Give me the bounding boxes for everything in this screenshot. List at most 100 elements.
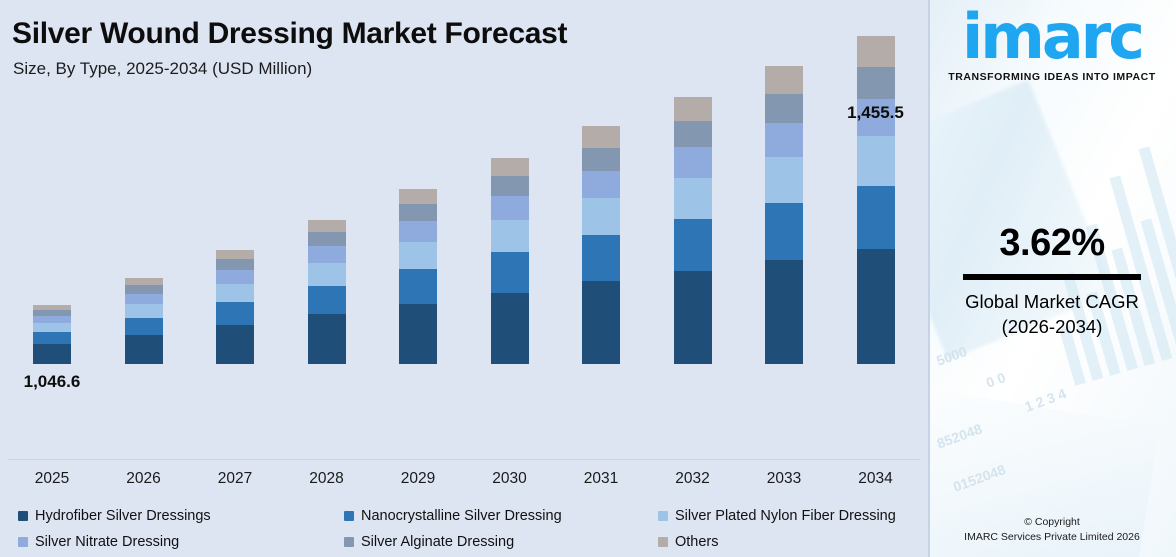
bar-segment <box>33 322 71 333</box>
bar-segment <box>856 36 895 68</box>
legend-item[interactable]: Silver Alginate Dressing <box>344 534 514 550</box>
bar-segment <box>856 67 895 99</box>
legend-label: Hydrofiber Silver Dressings <box>35 508 211 524</box>
bar-segment <box>33 332 71 344</box>
bar-segment <box>856 249 895 364</box>
logo-wordmark: imarc <box>961 0 1145 73</box>
bar-segment <box>33 305 71 310</box>
bar-segment <box>307 263 346 286</box>
bar-segment <box>216 284 254 303</box>
bar-segment <box>490 157 529 176</box>
axis-baseline <box>8 459 920 460</box>
legend-label: Others <box>675 534 719 550</box>
chart-panel: Silver Wound Dressing Market Forecast Si… <box>8 17 920 550</box>
x-axis-label-2030: 2030 <box>492 470 527 487</box>
x-axis-label-2031: 2031 <box>583 470 619 487</box>
copyright-line-1: © Copyright <box>1024 515 1080 528</box>
bar-segment <box>216 302 254 325</box>
bar-value-label-2034: 1,455.5 <box>847 103 904 122</box>
legend-item[interactable]: Silver Plated Nylon Fiber Dressing <box>658 508 896 524</box>
legend-label: Silver Plated Nylon Fiber Dressing <box>675 508 896 524</box>
bar-segment <box>33 315 71 323</box>
bar-segment <box>124 278 163 286</box>
bar-segment <box>765 93 803 123</box>
bar-segment <box>582 170 620 199</box>
bar-segment <box>124 317 163 335</box>
bar-segment <box>399 269 437 304</box>
logo-tagline: TRANSFORMING IDEAS INTO IMPACT <box>948 70 1156 83</box>
bar-segment <box>124 285 163 294</box>
bar-column-2026 <box>124 278 163 364</box>
bar-column-2034 <box>856 36 895 364</box>
bar-segment <box>307 231 346 246</box>
bar-segment <box>399 189 437 204</box>
bar-segment <box>307 245 346 264</box>
bar-column-2028 <box>307 219 346 364</box>
bar-segment <box>216 324 254 364</box>
cagr-value: 3.62% <box>999 222 1105 264</box>
bar-segment <box>856 186 895 250</box>
legend-swatch-icon <box>18 511 28 521</box>
bar-segment <box>399 241 437 270</box>
bar-column-2032 <box>673 96 712 364</box>
bar-column-2025 <box>33 305 71 364</box>
legend-item[interactable]: Silver Nitrate Dressing <box>18 534 179 550</box>
bar-segment <box>673 147 712 179</box>
bar-segment <box>490 175 529 197</box>
panel-divider <box>928 0 930 557</box>
x-axis-label-2026: 2026 <box>126 470 161 487</box>
brand-panel: 5000 0 0 1 2 3 4 852048 0152048 imarc TR… <box>928 0 1176 557</box>
x-axis-label-2034: 2034 <box>858 470 893 487</box>
bar-segment <box>765 259 803 364</box>
bar-segment <box>673 270 712 364</box>
bar-segment <box>216 249 254 260</box>
cagr-label: Global Market CAGR <box>965 291 1139 312</box>
legend-swatch-icon <box>658 511 668 521</box>
legend-item[interactable]: Hydrofiber Silver Dressings <box>18 508 211 524</box>
stacked-bar-plot: 1,046.6 1,455.5 <box>8 36 920 460</box>
bar-segment <box>399 203 437 222</box>
bar-value-label-2025: 1,046.6 <box>23 372 81 391</box>
bar-segment <box>307 219 346 232</box>
bar-segment <box>582 281 620 364</box>
bar-segment <box>490 252 529 293</box>
legend-label: Silver Alginate Dressing <box>361 534 515 550</box>
bar-segment <box>582 147 620 171</box>
bar-column-2029 <box>399 189 437 364</box>
bar-segment <box>307 314 346 364</box>
bar-segment <box>673 178 712 220</box>
bar-segment <box>490 196 529 221</box>
bar-segment <box>673 219 712 271</box>
page-title: Silver Wound Dressing Market Forecast <box>12 17 568 50</box>
legend-swatch-icon <box>344 537 354 547</box>
bar-segment <box>765 65 803 94</box>
bar-segment <box>33 343 71 364</box>
x-axis-label-2025: 2025 <box>34 470 70 487</box>
bar-segment <box>490 220 529 253</box>
bar-segment <box>490 292 529 364</box>
copyright-line-2: IMARC Services Private Limited 2026 <box>964 530 1140 543</box>
bar-column-2033 <box>765 65 803 364</box>
bar-column-2030 <box>490 157 529 364</box>
bar-column-2027 <box>216 249 254 364</box>
bar-segment <box>124 304 163 318</box>
cagr-divider <box>963 274 1141 280</box>
bar-segment <box>124 334 163 364</box>
bar-segment <box>582 235 620 282</box>
legend-item[interactable]: Nanocrystalline Silver Dressing <box>344 508 562 524</box>
legend-label: Nanocrystalline Silver Dressing <box>361 508 562 524</box>
bar-segment <box>673 96 712 122</box>
bar-segment <box>582 198 620 236</box>
x-axis-label-2027: 2027 <box>217 470 253 487</box>
cagr-period: (2026-2034) <box>1001 315 1103 337</box>
bar-segment <box>307 285 346 315</box>
bar-segment <box>765 156 803 203</box>
legend-swatch-icon <box>18 537 28 547</box>
copyright-block: © Copyright IMARC Services Private Limit… <box>928 515 1176 545</box>
x-axis-label-2033: 2033 <box>766 470 802 487</box>
x-axis-label-2032: 2032 <box>675 470 710 487</box>
bar-segment <box>582 126 620 148</box>
legend-item[interactable]: Others <box>658 534 719 550</box>
bar-segment <box>399 303 437 364</box>
